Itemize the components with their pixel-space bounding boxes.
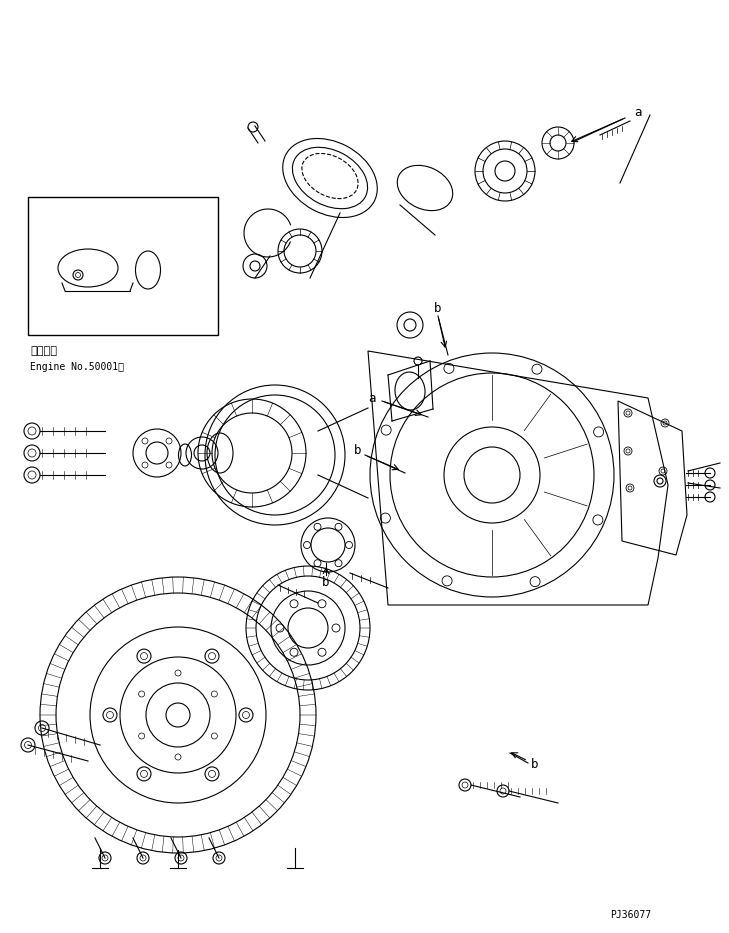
Text: b: b bbox=[354, 444, 362, 457]
Text: b: b bbox=[434, 301, 442, 314]
Text: b: b bbox=[322, 577, 330, 590]
Text: b: b bbox=[531, 759, 539, 772]
Text: Engine No.50001～: Engine No.50001～ bbox=[30, 362, 124, 372]
Text: a: a bbox=[368, 392, 375, 405]
Text: a: a bbox=[634, 106, 642, 119]
Text: PJ36077: PJ36077 bbox=[610, 910, 651, 920]
Bar bbox=[28, 197, 218, 335]
Text: 適用号機: 適用号機 bbox=[30, 346, 57, 356]
